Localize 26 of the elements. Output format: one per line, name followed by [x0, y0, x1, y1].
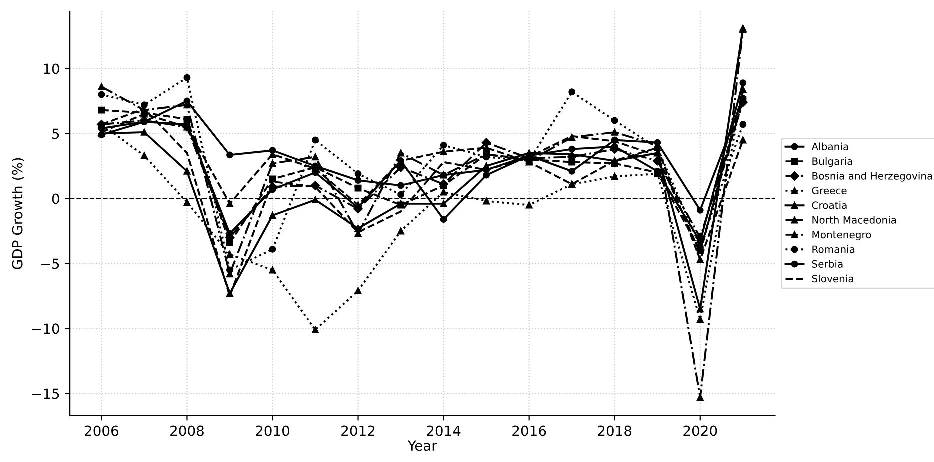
- x-tick-label: 2014: [427, 426, 461, 436]
- legend-label: Albania: [812, 142, 848, 151]
- x-tick-label: 2018: [598, 426, 632, 436]
- legend-label: Bulgaria: [812, 157, 852, 168]
- legend-label: Montenegro: [812, 231, 872, 241]
- x-tick-label: 2016: [512, 426, 546, 436]
- y-tick-label: −15: [32, 388, 60, 400]
- x-tick-label: 2010: [256, 426, 290, 436]
- y-axis-title: GDP Growth (%): [12, 158, 24, 270]
- legend-label: Croatia: [812, 201, 847, 210]
- y-tick-label: −10: [32, 324, 60, 334]
- legend-label: Slovenia: [812, 274, 854, 283]
- legend-label: North Macedonia: [812, 216, 896, 224]
- legend-label: Bosnia and Herzegovina: [812, 172, 932, 182]
- y-tick-label: −5: [41, 258, 60, 270]
- x-tick-label: 2020: [684, 426, 718, 436]
- y-tick-label: 5: [52, 128, 60, 140]
- x-tick-label: 2008: [170, 426, 204, 436]
- x-axis-title: Year: [408, 440, 438, 452]
- x-tick-label: 2012: [342, 426, 375, 436]
- legend-label: Greece: [812, 186, 847, 195]
- y-tick-label: 0: [52, 194, 60, 204]
- x-tick-label: 2006: [85, 426, 118, 436]
- y-tick-label: 10: [44, 64, 60, 74]
- legend-label: Romania: [812, 246, 855, 254]
- legend-label: Serbia: [812, 260, 843, 268]
